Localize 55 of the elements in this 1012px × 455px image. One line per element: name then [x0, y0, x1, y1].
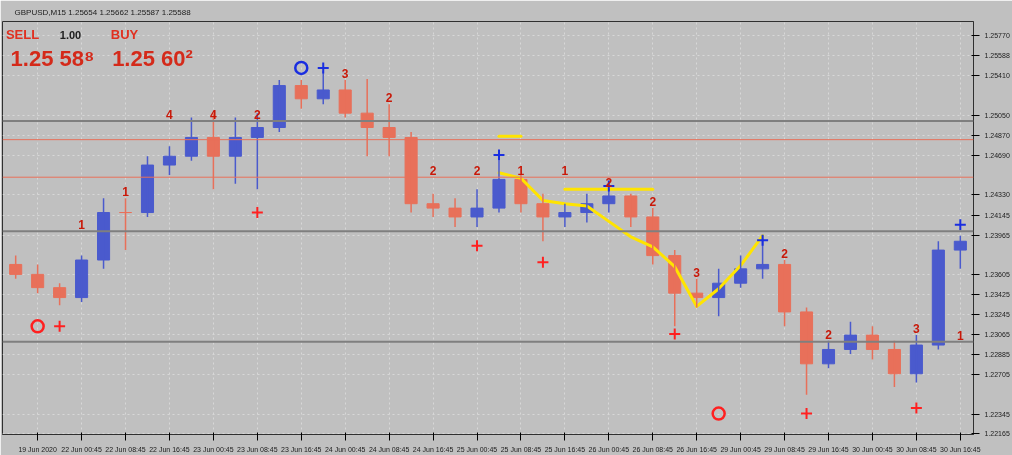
candlestick	[75, 254, 89, 303]
point	[316, 61, 330, 75]
candlestick	[294, 79, 308, 110]
annotation: 3	[913, 322, 921, 337]
point	[470, 239, 484, 253]
annotation: 1.25 58⁸	[10, 46, 95, 71]
annotation: 3	[693, 265, 701, 280]
annotation: 1	[78, 218, 86, 233]
annotation: 2	[254, 107, 261, 122]
point	[536, 255, 550, 269]
candlestick	[931, 240, 945, 351]
candlestick	[118, 197, 133, 251]
candlestick	[31, 263, 45, 294]
chart-title: GBPUSD,M15 1.25654 1.25662 1.25587 1.25588	[14, 7, 192, 17]
candlestick	[536, 193, 550, 242]
annotation: 2	[825, 327, 833, 342]
annotation: BUY	[110, 27, 139, 42]
candlestick	[140, 155, 155, 218]
point	[953, 218, 967, 232]
point	[756, 233, 770, 247]
candlestick	[162, 145, 176, 176]
candlestick	[953, 234, 967, 270]
candlestick	[909, 334, 923, 384]
annotation: 4	[210, 107, 218, 122]
annotation: SELL	[5, 27, 40, 42]
point	[250, 206, 264, 220]
annotation: 1	[561, 164, 569, 179]
point	[53, 319, 67, 333]
point	[800, 407, 814, 421]
annotation: 2	[429, 164, 437, 179]
annotation: 3	[341, 67, 349, 82]
point	[30, 319, 45, 334]
candlestick	[558, 202, 572, 228]
candlestick	[448, 197, 462, 228]
annotation: 1	[956, 328, 964, 343]
candlestick	[53, 282, 67, 307]
annotation: 4	[166, 107, 174, 122]
annotation: 1	[122, 185, 130, 200]
annotation: 2	[605, 176, 613, 191]
annotation: 2	[473, 164, 481, 179]
annotation: 2	[781, 247, 789, 262]
candlestick	[470, 188, 484, 228]
annotation: 2	[385, 91, 393, 106]
candlestick	[778, 259, 792, 328]
point	[294, 60, 309, 76]
annotation: 1.25 60²	[112, 46, 193, 71]
annotation: 2	[649, 195, 657, 210]
point	[711, 406, 726, 421]
point	[668, 327, 682, 341]
candlestick	[9, 254, 23, 280]
candlestick	[426, 193, 440, 218]
annotation: 1.00	[59, 28, 82, 41]
point	[492, 148, 506, 162]
point	[909, 401, 923, 415]
annotation: 1	[517, 164, 525, 179]
